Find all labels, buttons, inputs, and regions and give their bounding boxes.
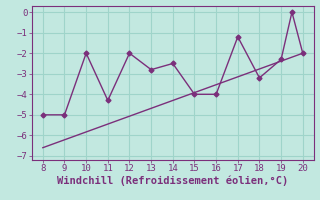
X-axis label: Windchill (Refroidissement éolien,°C): Windchill (Refroidissement éolien,°C): [57, 176, 288, 186]
